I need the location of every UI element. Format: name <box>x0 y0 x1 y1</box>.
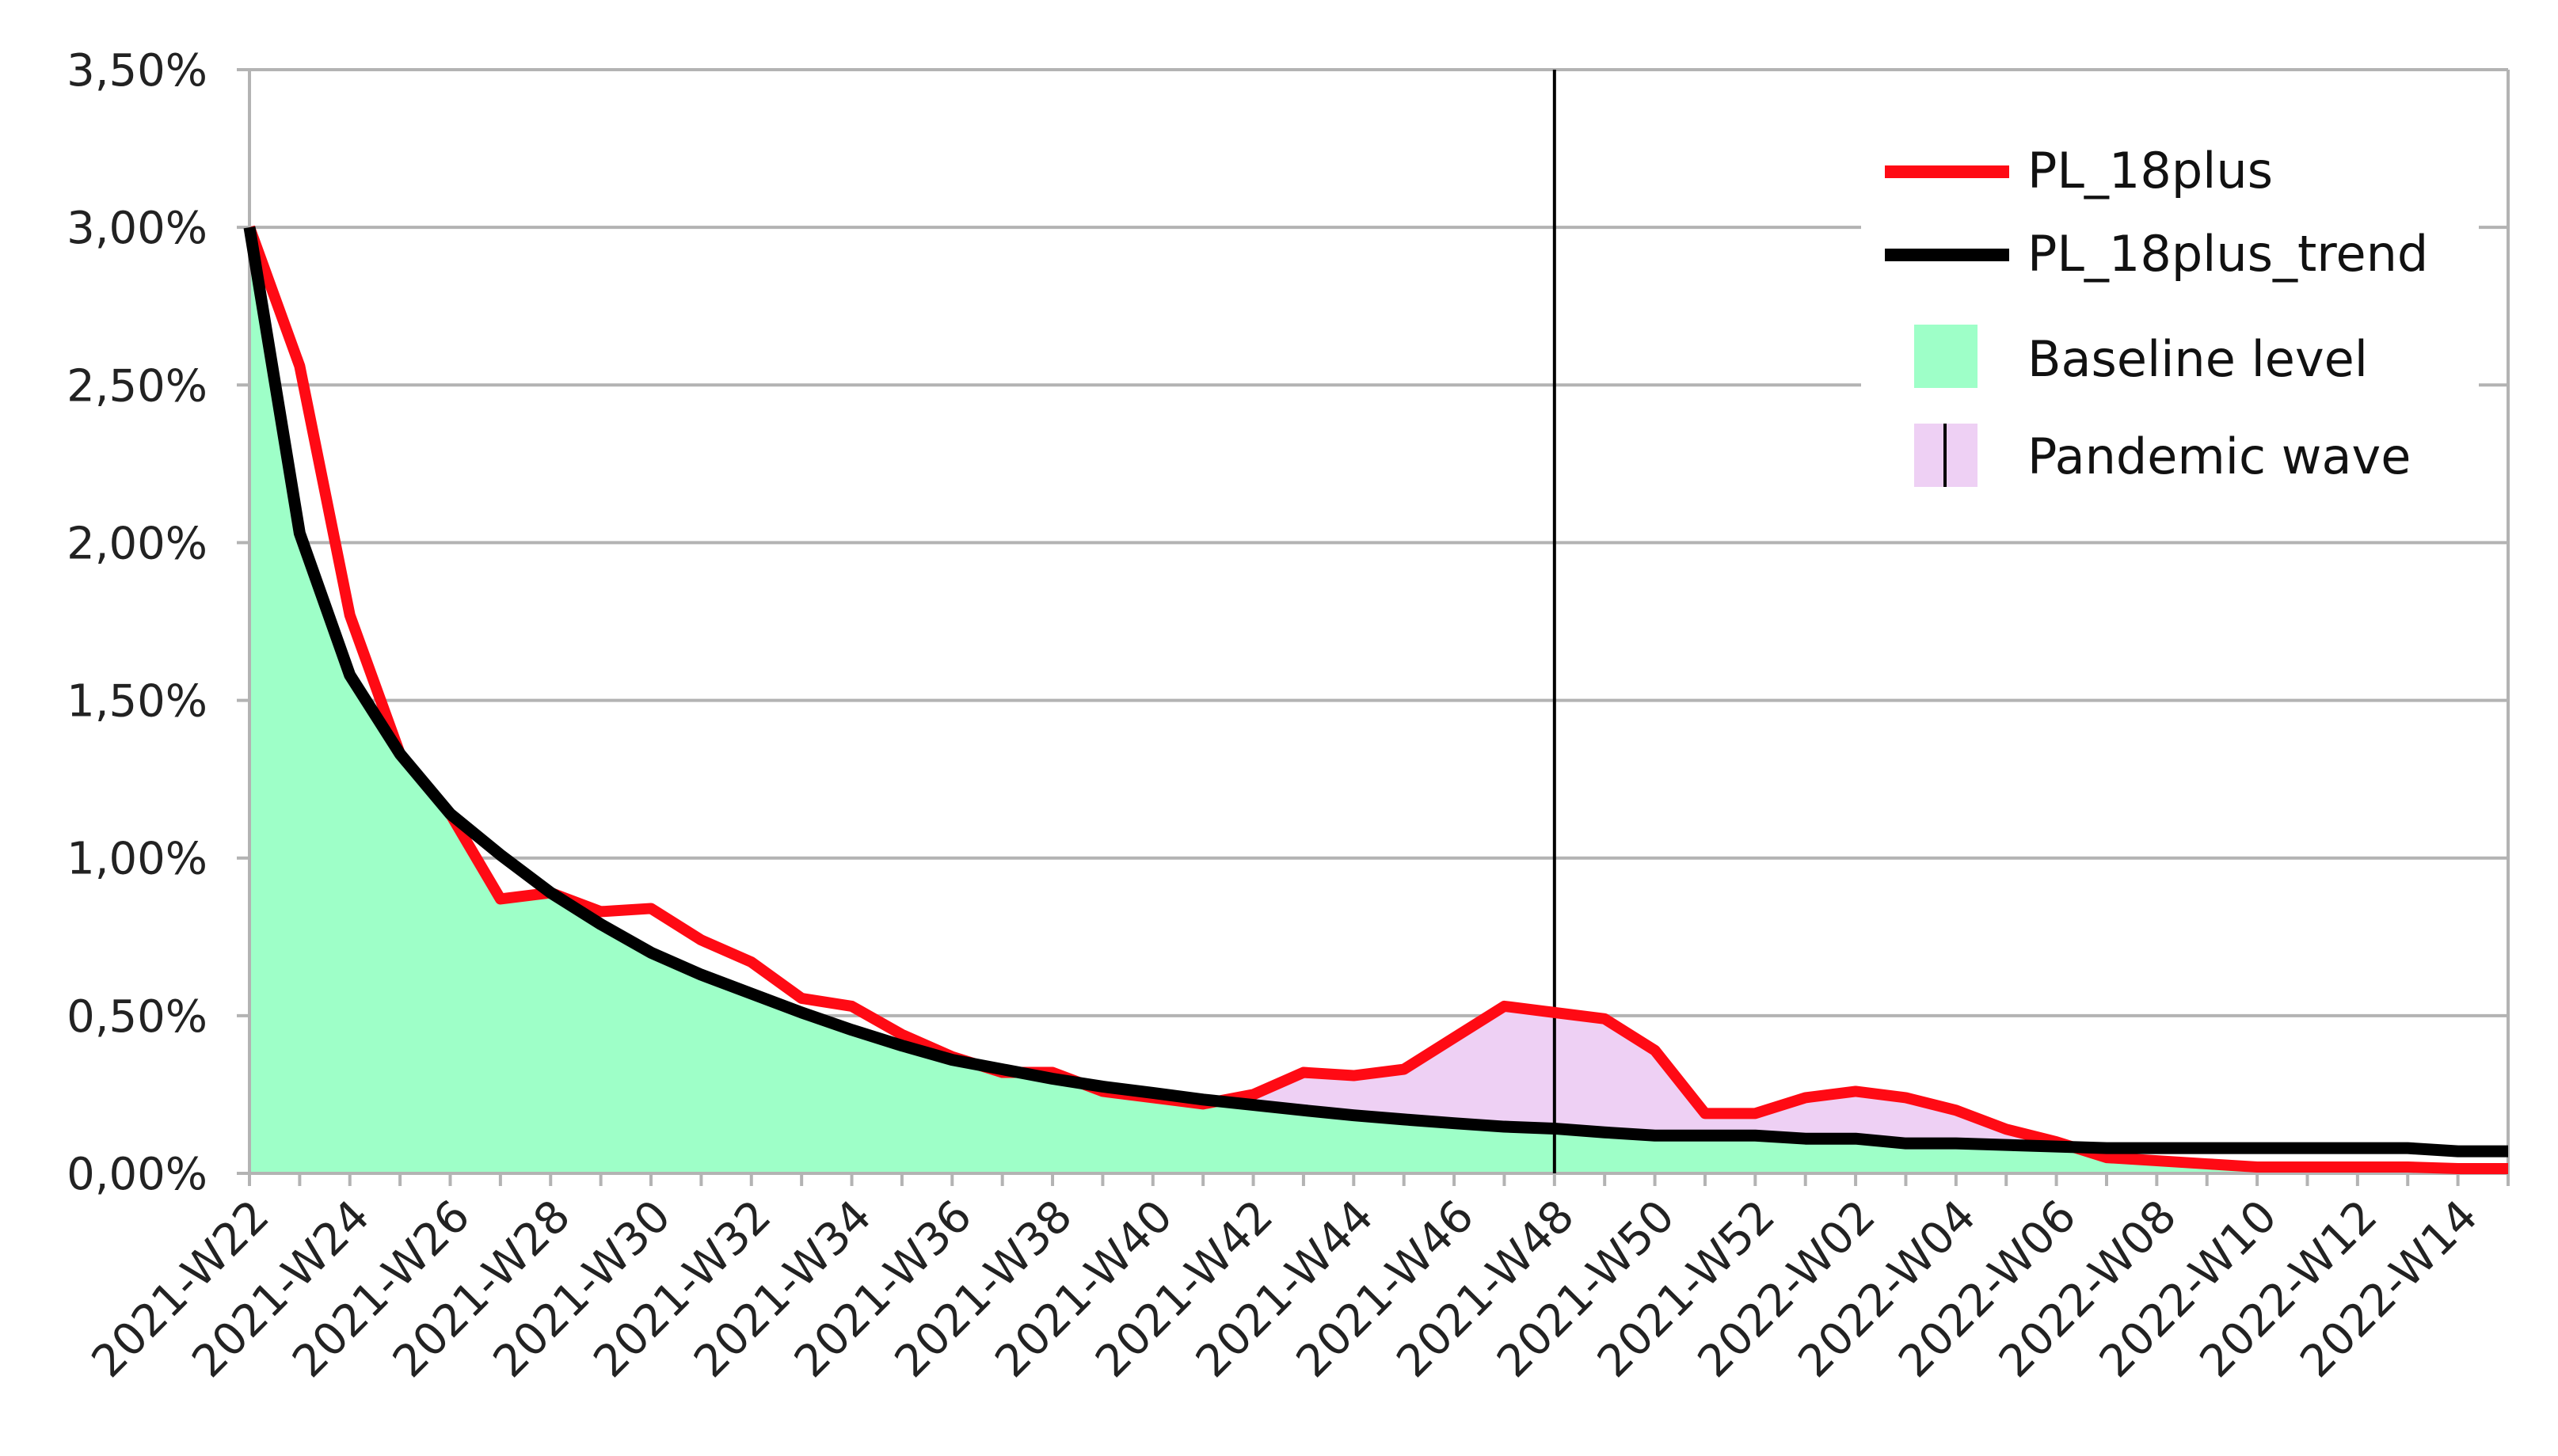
legend-label-pandemic: Pandemic wave <box>2027 428 2411 485</box>
y-tick-label: 0,00% <box>67 1149 207 1200</box>
y-tick-label: 3,50% <box>67 45 207 97</box>
y-tick-label: 0,50% <box>67 991 207 1043</box>
series-lines <box>243 225 2508 1175</box>
series-line-pl18plus <box>244 225 2508 1175</box>
x-axis-labels: 2021-W222021-W242021-W262021-W282021-W30… <box>82 1191 2488 1388</box>
y-tick-label: 1,00% <box>67 834 207 885</box>
baseline-area <box>249 227 2508 1174</box>
series-line-trend <box>243 226 2508 1158</box>
axes <box>248 70 2510 1186</box>
legend-label-trend: PL_18plus_trend <box>2027 225 2428 283</box>
y-axis-labels: 0,00% 0,50% 1,00% 1,50% 2,00% 2,50% 3,00% 3,50% <box>67 45 207 1200</box>
legend-label-pl18plus: PL_18plus <box>2027 142 2273 200</box>
legend: PL_18plus PL_18plus_trend Baseline level… <box>1861 131 2479 503</box>
y-tick-label: 2,50% <box>67 360 207 412</box>
legend-label-baseline: Baseline level <box>2027 330 2368 388</box>
y-tick-label: 1,50% <box>67 676 207 728</box>
y-tick-label: 3,00% <box>67 203 207 254</box>
y-tick-label: 2,00% <box>67 518 207 569</box>
legend-swatch-baseline <box>1914 325 1978 388</box>
